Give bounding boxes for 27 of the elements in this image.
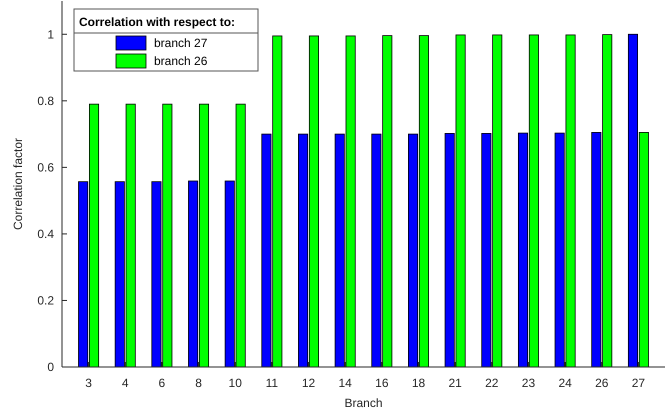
legend-label: branch 27 (154, 36, 208, 50)
x-tick-label: 21 (448, 376, 462, 390)
x-tick-label: 23 (522, 376, 536, 390)
x-tick-label: 22 (485, 376, 499, 390)
y-tick-label: 1 (47, 27, 54, 42)
x-tick-label: 8 (195, 376, 202, 390)
x-tick-label: 4 (122, 376, 129, 390)
x-tick-label: 10 (228, 376, 242, 390)
y-tick-label: 0.6 (37, 160, 54, 175)
x-tick-label: 16 (375, 376, 389, 390)
x-tick-label: 24 (558, 376, 572, 390)
y-tick-label: 0.8 (37, 94, 54, 108)
x-tick-label: 14 (338, 376, 352, 390)
x-tick-label: 6 (158, 376, 166, 390)
legend-label: branch 26 (154, 54, 208, 68)
legend-title: Correlation with respect to: (79, 15, 236, 29)
x-axis-title: Branch (344, 396, 383, 410)
y-tick-label: 0 (47, 360, 54, 374)
y-axis-title: Correlation factor (11, 138, 25, 230)
x-tick-label: 12 (302, 376, 316, 390)
x-tick-label: 26 (595, 376, 609, 390)
x-tick-label: 11 (266, 376, 278, 390)
y-tick-label: 0.4 (37, 227, 54, 242)
y-tick-label: 0.2 (37, 294, 54, 308)
x-tick-label: 27 (632, 376, 646, 390)
x-tick-label: 3 (85, 376, 92, 390)
x-tick-label: 18 (412, 376, 426, 390)
